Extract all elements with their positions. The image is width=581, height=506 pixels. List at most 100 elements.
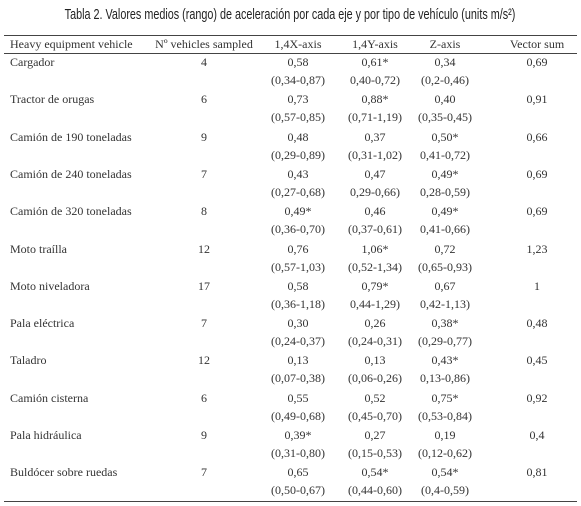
z-range: 0,41-0,72) bbox=[420, 147, 470, 162]
vehicle-name: Camión de 190 toneladas bbox=[10, 129, 132, 144]
column-header: 1,4X-axis bbox=[274, 37, 322, 51]
y-range: (0,37-0,61) bbox=[348, 222, 402, 237]
vector-sum: 0,69 bbox=[526, 55, 548, 69]
y-mean: 0,79* bbox=[361, 278, 389, 293]
column-header: Vector sum bbox=[509, 37, 565, 51]
sample-count: 7 bbox=[201, 316, 207, 331]
z-range: (0,35-0,45) bbox=[418, 110, 472, 125]
x-range: (0,49-0,68) bbox=[271, 408, 325, 423]
vehicle-name: Camión de 320 toneladas bbox=[10, 204, 132, 219]
y-mean: 0,61* bbox=[361, 55, 389, 69]
y-range: (0,15-0,53) bbox=[348, 446, 402, 460]
bottom-rule bbox=[4, 501, 577, 502]
vector-sum: 0,81 bbox=[526, 465, 548, 480]
sample-count: 6 bbox=[201, 92, 207, 107]
x-range: (0,36-0,70) bbox=[271, 222, 325, 237]
vehicle-name: Moto traílla bbox=[10, 241, 67, 256]
x-mean: 0,55 bbox=[287, 390, 309, 405]
y-mean: 0,13 bbox=[364, 353, 386, 368]
vector-sum: 0,66 bbox=[526, 129, 548, 144]
z-mean: 0,50* bbox=[431, 129, 459, 144]
y-range: 0,29-0,66) bbox=[350, 184, 400, 199]
z-range: 0,41-0,66) bbox=[420, 222, 470, 237]
x-range: (0,07-0,38) bbox=[271, 371, 325, 386]
sample-count: 7 bbox=[201, 465, 207, 480]
z-range: (0,2-0,46) bbox=[421, 73, 469, 87]
vehicle-name: Camión de 240 toneladas bbox=[10, 166, 132, 181]
x-mean: 0,65 bbox=[287, 465, 309, 480]
sample-count: 8 bbox=[201, 204, 207, 219]
sample-count: 12 bbox=[198, 241, 210, 256]
z-range: (0,65-0,93) bbox=[418, 259, 472, 274]
column-header: 1,4Y-axis bbox=[352, 37, 398, 51]
y-mean: 0,46 bbox=[364, 204, 386, 219]
vector-sum: 0,69 bbox=[526, 204, 548, 219]
x-mean: 0,43 bbox=[287, 166, 309, 181]
table-title: Tabla 2. Valores medios (rango) de acele… bbox=[64, 6, 516, 23]
sample-count: 17 bbox=[198, 278, 210, 293]
vehicle-name: Moto niveladora bbox=[10, 278, 90, 293]
vehicle-name: Pala eléctrica bbox=[10, 316, 75, 331]
z-range: 0,13-0,86) bbox=[420, 371, 470, 386]
z-mean: 0,38* bbox=[431, 316, 459, 331]
y-mean: 0,54* bbox=[361, 465, 389, 480]
y-mean: 0,26 bbox=[364, 316, 386, 331]
z-range: (0,12-0,62) bbox=[418, 446, 472, 460]
column-header: Z-axis bbox=[429, 37, 461, 51]
y-mean: 0,27 bbox=[364, 428, 386, 442]
sample-count: 9 bbox=[201, 428, 207, 442]
sample-count: 7 bbox=[201, 166, 207, 181]
vector-sum: 1 bbox=[534, 278, 540, 293]
z-mean: 0,75* bbox=[431, 390, 459, 405]
z-mean: 0,49* bbox=[431, 166, 459, 181]
z-mean: 0,67 bbox=[434, 278, 456, 293]
x-mean: 0,58 bbox=[287, 278, 309, 293]
vector-sum: 0,91 bbox=[526, 92, 548, 107]
vector-sum: 0,4 bbox=[529, 428, 545, 442]
x-mean: 0,39* bbox=[284, 428, 312, 442]
header-rule bbox=[4, 53, 577, 54]
x-range: (0,57-1,03) bbox=[271, 259, 325, 274]
z-mean: 0,54* bbox=[431, 465, 459, 480]
y-range: 0,44-1,29) bbox=[350, 296, 400, 311]
x-range: (0,34-0,87) bbox=[271, 73, 325, 87]
z-range: (0,53-0,84) bbox=[418, 408, 472, 423]
y-mean: 0,52 bbox=[364, 390, 386, 405]
x-mean: 0,30 bbox=[287, 316, 309, 331]
x-range: (0,57-0,85) bbox=[271, 110, 325, 125]
y-range: (0,71-1,19) bbox=[348, 110, 402, 125]
vehicle-name: Taladro bbox=[10, 353, 47, 368]
z-mean: 0,34 bbox=[434, 55, 456, 69]
column-header: Nº vehicles sampled bbox=[155, 37, 253, 51]
x-range: (0,27-0,68) bbox=[271, 184, 325, 199]
x-range: (0,36-1,18) bbox=[271, 296, 325, 311]
x-mean: 0,48 bbox=[287, 129, 309, 144]
vehicle-name: Tractor de orugas bbox=[10, 92, 95, 107]
vehicle-name: Cargador bbox=[10, 55, 55, 69]
sample-count: 12 bbox=[198, 353, 210, 368]
column-header: Heavy equipment vehicle bbox=[10, 37, 133, 51]
z-range: (0,4-0,59) bbox=[421, 483, 469, 498]
y-mean: 0,47 bbox=[364, 166, 386, 181]
vehicle-name: Buldócer sobre ruedas bbox=[10, 465, 118, 480]
vector-sum: 0,92 bbox=[526, 390, 548, 405]
y-mean: 1,06* bbox=[361, 241, 389, 256]
sample-count: 6 bbox=[201, 390, 207, 405]
y-range: (0,52-1,34) bbox=[348, 259, 402, 274]
x-mean: 0,73 bbox=[287, 92, 309, 107]
y-range: (0,31-1,02) bbox=[348, 147, 402, 162]
y-mean: 0,88* bbox=[361, 92, 389, 107]
z-range: 0,28-0,59) bbox=[420, 184, 470, 199]
x-range: (0,29-0,89) bbox=[271, 147, 325, 162]
z-mean: 0,72 bbox=[434, 241, 456, 256]
y-range: (0,06-0,26) bbox=[348, 371, 402, 386]
z-range: (0,29-0,77) bbox=[418, 334, 472, 349]
z-mean: 0,43* bbox=[431, 353, 459, 368]
vehicle-name: Camión cisterna bbox=[10, 390, 89, 405]
y-range: (0,24-0,31) bbox=[348, 334, 402, 349]
sample-count: 9 bbox=[201, 129, 207, 144]
z-mean: 0,19 bbox=[434, 428, 456, 442]
y-mean: 0,37 bbox=[364, 129, 386, 144]
x-range: (0,31-0,80) bbox=[271, 446, 325, 460]
